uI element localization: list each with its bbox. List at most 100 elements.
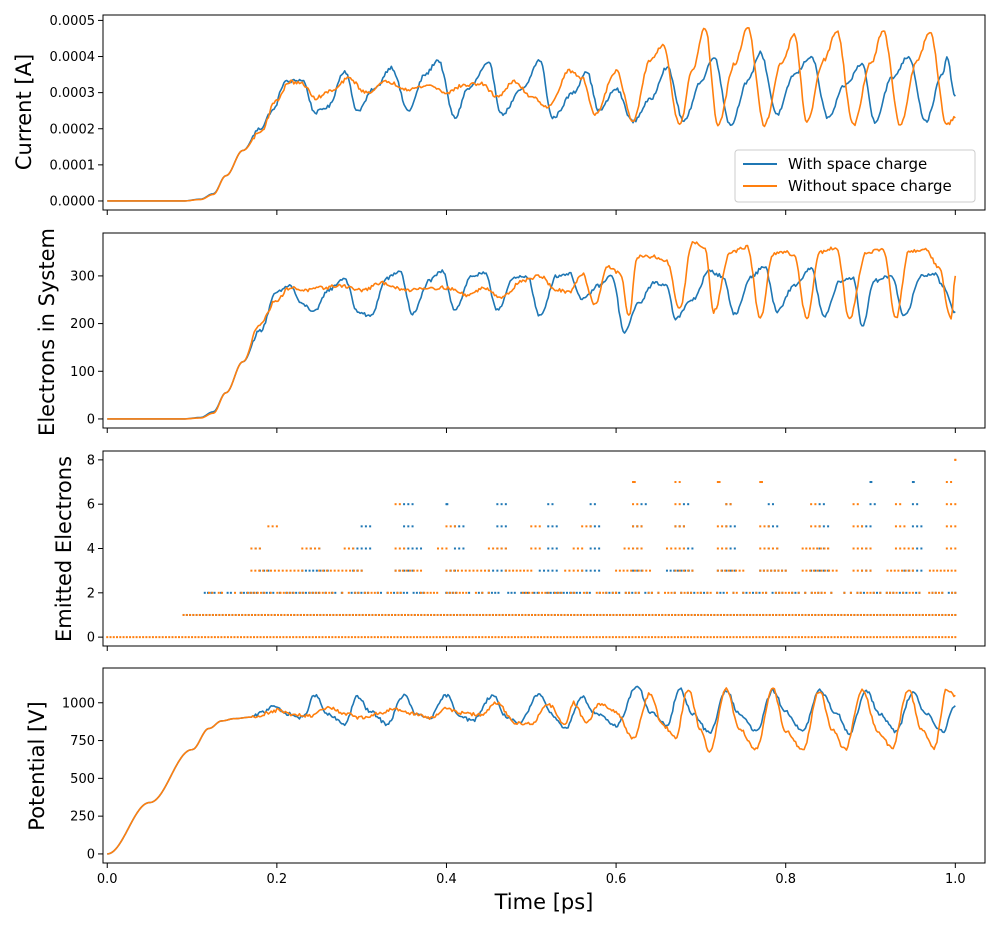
emission-point — [394, 503, 397, 506]
emission-point — [496, 547, 499, 550]
emission-point — [379, 591, 382, 594]
emission-point — [275, 636, 278, 639]
emission-point — [553, 591, 556, 594]
emission-point — [445, 525, 448, 528]
emission-point — [869, 547, 872, 550]
emission-point — [765, 636, 768, 639]
emission-point — [413, 613, 416, 616]
emission-point — [589, 569, 592, 572]
emission-point — [533, 591, 536, 594]
emission-point — [918, 613, 921, 616]
emission-point — [640, 503, 643, 506]
emission-point — [650, 636, 653, 639]
emission-point — [843, 613, 846, 616]
emission-point — [762, 569, 765, 572]
current-panel: 0.0000 0.0001 0.0002 0.0003 0.0004 0.0005 Cur… — [12, 14, 986, 215]
emission-point — [934, 613, 937, 616]
emission-point — [846, 636, 849, 639]
emission-point — [938, 636, 941, 639]
emission-point — [898, 613, 901, 616]
emission-point — [565, 591, 568, 594]
emission-point — [771, 547, 774, 550]
emission-point — [318, 591, 321, 594]
emission-point — [419, 636, 422, 639]
emission-point — [441, 547, 444, 550]
emission-point — [411, 547, 414, 550]
emission-point — [328, 591, 331, 594]
emission-point — [354, 636, 357, 639]
emission-point — [581, 569, 584, 572]
emission-point — [733, 547, 736, 550]
emission-point — [710, 613, 713, 616]
plot-area — [107, 685, 956, 855]
emission-point — [429, 636, 432, 639]
emission-point — [286, 613, 289, 616]
emission-point — [592, 613, 595, 616]
current-axis-ticks: 0.0000 0.0001 0.0002 0.0003 0.0004 0.0005 — [50, 14, 956, 215]
electrons-panel: 0 100 200 300 Electrons in System — [35, 228, 986, 436]
emission-point — [725, 591, 728, 594]
emission-point — [446, 503, 449, 506]
y-tick-label: 1000 — [62, 696, 95, 711]
emission-point — [260, 613, 263, 616]
emission-point — [449, 613, 452, 616]
emission-point — [129, 636, 132, 639]
emission-point — [407, 547, 410, 550]
emission-point — [674, 569, 677, 572]
emission-point — [328, 636, 331, 639]
emission-point — [585, 636, 588, 639]
emission-point — [360, 591, 363, 594]
emission-point — [254, 613, 257, 616]
emission-point — [928, 613, 931, 616]
emission-point — [409, 569, 412, 572]
emission-point — [947, 591, 950, 594]
emission-point — [407, 525, 410, 528]
emission-point — [716, 569, 719, 572]
emission-point — [814, 636, 817, 639]
emission-point — [674, 503, 677, 506]
emission-point — [644, 636, 647, 639]
emission-point — [807, 613, 810, 616]
emission-point — [718, 481, 721, 484]
emission-point — [158, 636, 161, 639]
emission-point — [500, 636, 503, 639]
emission-point — [563, 613, 566, 616]
emission-point — [390, 636, 393, 639]
emission-point — [676, 569, 679, 572]
emission-point — [458, 636, 461, 639]
emission-point — [302, 591, 305, 594]
emission-point — [633, 481, 636, 484]
emission-point — [566, 613, 569, 616]
y-tick-label: 750 — [70, 734, 95, 749]
emission-point — [945, 547, 948, 550]
emission-point — [292, 636, 295, 639]
emission-point — [719, 591, 722, 594]
emission-point — [678, 481, 681, 484]
emission-point — [595, 636, 598, 639]
emission-point — [895, 613, 898, 616]
emission-point — [810, 525, 813, 528]
emission-point — [335, 613, 338, 616]
emission-point — [820, 591, 823, 594]
emission-point — [938, 613, 941, 616]
emission-point — [589, 613, 592, 616]
emission-point — [823, 591, 826, 594]
emission-point — [897, 569, 900, 572]
emission-point — [631, 636, 634, 639]
y-tick-label: 200 — [70, 317, 95, 332]
emission-point — [429, 591, 432, 594]
emission-point — [433, 613, 436, 616]
emission-point — [631, 613, 634, 616]
emission-point — [456, 613, 459, 616]
emission-point — [722, 591, 725, 594]
emission-point — [664, 613, 667, 616]
emission-point — [945, 503, 948, 506]
emission-point — [537, 613, 540, 616]
emission-point — [533, 636, 536, 639]
emission-point — [290, 613, 293, 616]
emission-point — [272, 591, 275, 594]
emission-point — [526, 591, 529, 594]
emission-point — [243, 636, 246, 639]
emission-point — [827, 547, 830, 550]
emission-point — [381, 613, 384, 616]
